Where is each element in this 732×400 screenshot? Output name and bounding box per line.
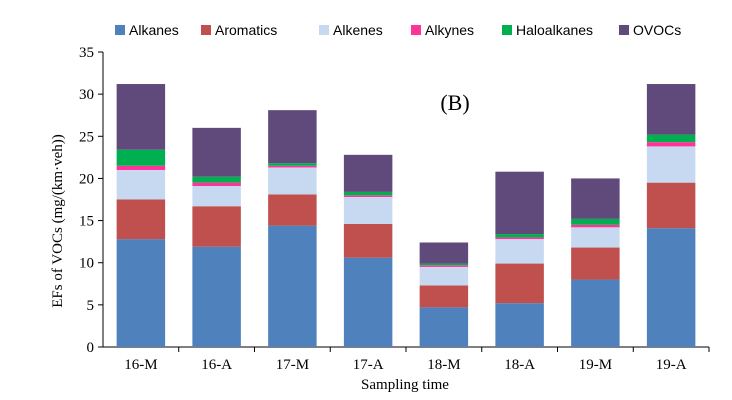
bar-segment-alkanes-18-M (419, 307, 469, 347)
bar-segment-alkenes-19-M (571, 227, 620, 248)
x-tick-label: 17-M (276, 357, 309, 373)
bar-segment-alkenes-17-M (268, 167, 317, 195)
legend-label-alkenes: Alkenes (333, 22, 383, 38)
legend-swatch-alkanes (115, 25, 125, 35)
legend-swatch-aromatics (201, 25, 211, 35)
bar-segment-ovocs-17-A (343, 154, 393, 192)
bar-segment-haloalkanes-18-A (495, 234, 544, 238)
bar-segment-ovocs-17-M (268, 110, 317, 164)
bar-segment-alkenes-16-M (116, 170, 166, 200)
bar-segment-haloalkanes-17-A (343, 191, 393, 196)
bar-segment-alkanes-19-A (646, 228, 696, 347)
legend-swatch-ovocs (619, 25, 629, 35)
bar-segment-alkenes-18-A (495, 239, 544, 264)
x-tick-label: 19-M (579, 357, 612, 373)
y-tick-label: 15 (79, 214, 94, 230)
bar-segment-ovocs-16-A (192, 127, 241, 177)
x-axis-title: Sampling time (361, 377, 449, 393)
bar-segment-alkenes-17-A (343, 196, 393, 224)
bar-segment-alkenes-18-M (419, 266, 469, 286)
panel-label: (B) (440, 90, 469, 115)
bar-segment-haloalkanes-17-M (268, 163, 317, 166)
bar-segment-haloalkanes-19-M (571, 218, 620, 225)
bar-segment-aromatics-19-A (646, 182, 696, 229)
x-tick-label: 19-A (656, 357, 687, 373)
bar-segment-aromatics-19-M (571, 247, 620, 280)
bar-segment-alkynes-17-M (268, 165, 317, 168)
y-tick-label: 30 (79, 87, 94, 103)
bar-segment-haloalkanes-18-M (419, 263, 469, 266)
x-tick-label: 16-M (124, 357, 157, 373)
plot-area: 0 5 10 15 20 25 30 35 16-M 16-A 17-M 17-A 18-M 18-A 19… (79, 45, 710, 373)
y-tick-label: 0 (87, 340, 95, 356)
bar-segment-haloalkanes-16-A (192, 176, 241, 183)
legend-label-alkynes: Alkynes (425, 22, 474, 38)
bar-segment-alkynes-19-M (571, 224, 620, 228)
y-axis-title: EFs of VOCs (mg/(km·veh)) (50, 134, 66, 307)
legend-label-alkanes: Alkanes (129, 22, 179, 38)
x-tick-label: 18-M (427, 357, 460, 373)
y-tick-label: 20 (79, 171, 94, 187)
legend-swatch-alkenes (319, 25, 329, 35)
bar-segment-ovocs-18-M (419, 242, 469, 264)
bar-segment-alkanes-16-A (192, 246, 241, 347)
x-tick-label: 16-A (201, 357, 232, 373)
bar-segment-alkynes-16-A (192, 182, 241, 187)
bar-segment-alkanes-18-A (495, 303, 544, 347)
bar-segment-ovocs-19-M (571, 178, 620, 219)
bar-segment-aromatics-16-A (192, 206, 241, 247)
bar-segment-alkynes-19-A (646, 142, 696, 147)
legend-swatch-haloalkanes (502, 25, 512, 35)
bar-segment-alkenes-19-A (646, 146, 696, 183)
bar-segment-haloalkanes-19-A (646, 134, 696, 143)
y-tick-label: 25 (79, 129, 94, 145)
bar-segment-ovocs-18-A (495, 171, 544, 235)
bar-segment-haloalkanes-16-M (116, 149, 166, 166)
y-tick-label: 10 (79, 256, 94, 272)
bar-segment-alkanes-19-M (571, 279, 620, 347)
y-tick-label: 5 (87, 298, 95, 314)
bar-segment-aromatics-17-M (268, 194, 317, 226)
bar-segment-alkynes-18-M (419, 265, 469, 267)
legend-label-aromatics: Aromatics (215, 22, 277, 38)
bar-segment-alkanes-16-M (116, 239, 166, 347)
y-tick-label: 35 (79, 45, 94, 61)
bar-segment-aromatics-17-A (343, 223, 393, 258)
bar-segment-alkynes-18-A (495, 237, 544, 240)
bar-segment-aromatics-16-M (116, 199, 166, 240)
bar-segment-aromatics-18-A (495, 263, 544, 304)
legend-label-ovocs: OVOCs (633, 22, 681, 38)
bar-segment-alkanes-17-M (268, 225, 317, 347)
bar-segment-alkynes-17-A (343, 195, 393, 197)
legend-label-haloalkanes: Haloalkanes (516, 22, 593, 38)
legend-swatch-alkynes (411, 25, 421, 35)
legend: Alkanes Aromatics Alkenes Alkynes Haloalkane… (115, 22, 681, 38)
x-tick-label: 18-A (504, 357, 535, 373)
bar-segment-alkanes-17-A (343, 257, 393, 347)
bar-segment-ovocs-19-A (646, 84, 696, 135)
x-tick-label: 17-A (353, 357, 384, 373)
bar-segment-alkenes-16-A (192, 186, 241, 207)
bar-segment-ovocs-16-M (116, 84, 166, 150)
bar-segment-alkynes-16-M (116, 165, 166, 170)
bar-segment-aromatics-18-M (419, 285, 469, 308)
